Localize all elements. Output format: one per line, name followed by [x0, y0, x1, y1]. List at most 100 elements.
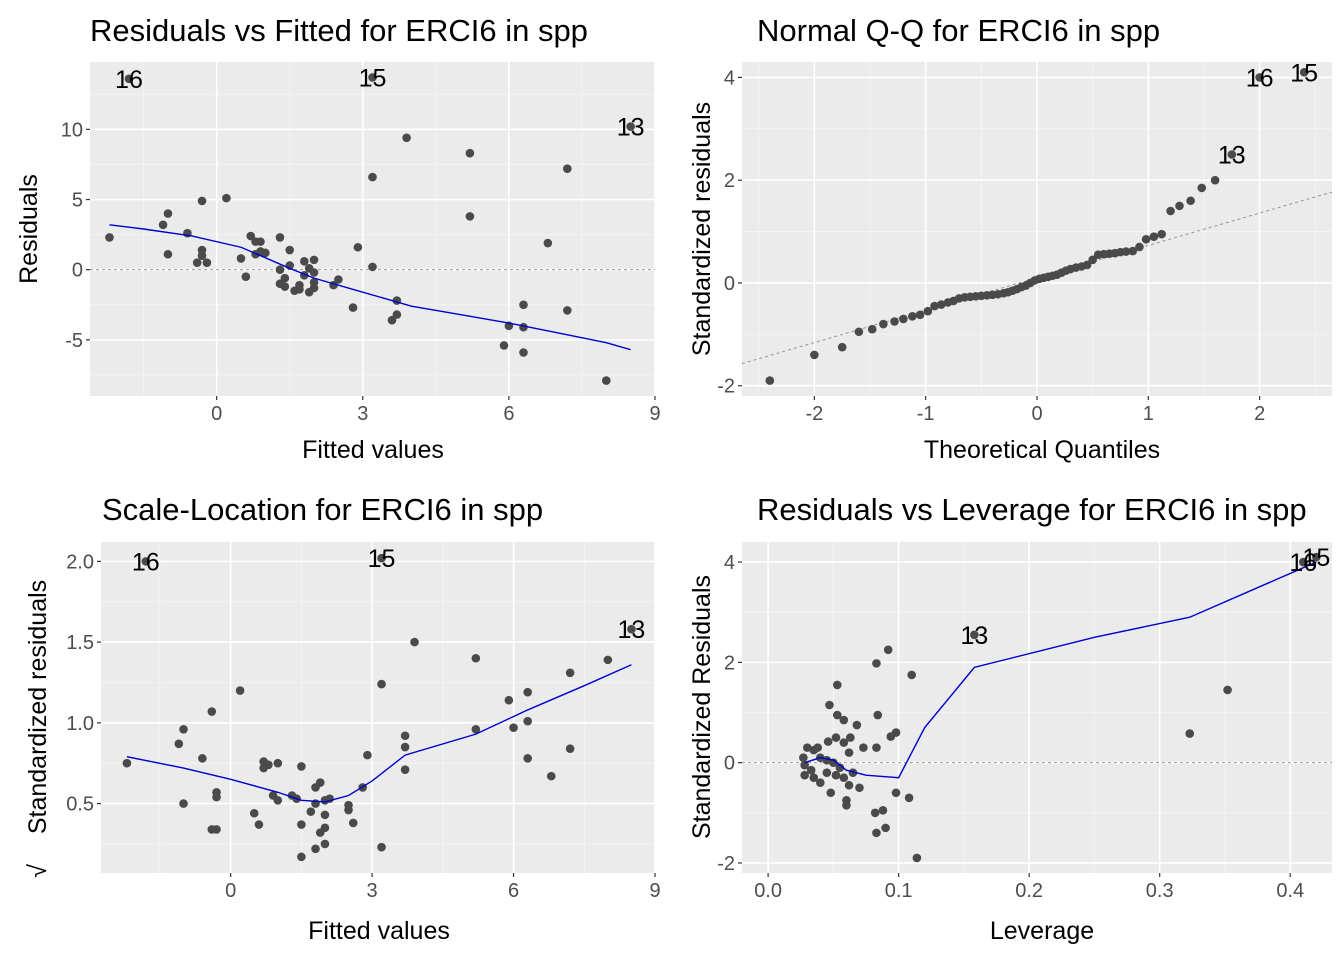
x-tick-label: 0.0 [754, 880, 782, 902]
x-tick-label: 0.3 [1146, 880, 1174, 902]
data-point [348, 818, 358, 828]
data-point [259, 763, 268, 773]
data-point [348, 303, 358, 312]
plot-area: 0 3 6 9 -5 0 5 10 16 15 13 [61, 62, 661, 425]
panel-title: Scale-Location for ERCI6 in spp [102, 492, 543, 527]
data-point [1312, 552, 1321, 562]
data-point [273, 796, 283, 805]
data-point [872, 659, 881, 668]
data-point [519, 300, 528, 310]
data-point [1082, 260, 1092, 270]
data-point [410, 637, 419, 647]
data-point [831, 733, 841, 742]
data-point [400, 742, 410, 752]
data-point [912, 853, 922, 863]
y-tick-label: 2 [724, 652, 735, 674]
panel-normal-qq: Normal Q-Q for ERCI6 in spp Theoretical … [688, 13, 1333, 464]
panel-background [90, 62, 655, 396]
point-label: 13 [1218, 141, 1246, 169]
data-point [212, 792, 221, 802]
data-point [806, 765, 816, 775]
panel-title: Residuals vs Fitted for ERCI6 in spp [90, 13, 588, 48]
data-point [844, 780, 854, 790]
data-point [275, 265, 285, 274]
y-tick-label: 10 [61, 119, 83, 141]
data-point [844, 748, 854, 757]
data-point [873, 710, 883, 720]
data-point [842, 800, 851, 810]
y-tick-label: -2 [717, 853, 735, 875]
panel-title: Normal Q-Q for ERCI6 in spp [757, 13, 1160, 48]
data-point [1157, 229, 1166, 239]
data-point [872, 743, 881, 752]
data-point [280, 273, 290, 283]
data-point [859, 743, 868, 752]
data-point [626, 122, 635, 131]
data-point [823, 737, 833, 746]
panel-residuals-vs-leverage: Residuals vs Leverage for ERCI6 in spp L… [688, 492, 1332, 945]
data-point [280, 282, 290, 291]
data-point [879, 319, 888, 329]
x-axis-label: Fitted values [308, 917, 450, 945]
y-axis-label: Standardized Residuals [688, 575, 716, 839]
data-point [565, 744, 575, 753]
data-point [915, 310, 925, 320]
y-tick-label: 0 [72, 260, 83, 282]
point-label: 13 [960, 622, 988, 650]
point-label: 16 [132, 548, 160, 576]
data-point [881, 823, 890, 833]
y-tick-label: 0 [724, 753, 735, 775]
data-point [179, 799, 188, 808]
data-point [105, 233, 114, 242]
data-point [1185, 729, 1195, 738]
y-tick-label: 4 [724, 552, 735, 574]
data-point [848, 768, 858, 777]
point-label: 16 [1289, 549, 1317, 577]
data-point [192, 258, 202, 267]
data-point [344, 805, 353, 815]
y-axis-label: Standardized residuals [24, 580, 52, 834]
data-point [387, 315, 397, 325]
data-point [297, 820, 306, 829]
sqrt-symbol: √ [24, 864, 52, 878]
data-point [826, 788, 836, 798]
point-label: 16 [1246, 64, 1274, 92]
data-point [241, 272, 251, 282]
data-point [523, 754, 532, 763]
data-point [471, 724, 481, 734]
x-axis-label: Theoretical Quantiles [924, 436, 1160, 464]
data-point [246, 231, 256, 241]
data-point [300, 256, 309, 266]
x-tick-label: 2 [1254, 403, 1265, 425]
y-tick-label: 1.5 [66, 632, 94, 654]
data-point [297, 852, 306, 862]
data-point [377, 553, 386, 563]
data-point [800, 760, 809, 770]
x-tick-label: 0.2 [1015, 880, 1043, 902]
data-point [377, 842, 386, 852]
data-point [1227, 150, 1237, 159]
y-axis-label: Residuals [15, 174, 43, 284]
data-point [839, 715, 849, 725]
data-point [402, 133, 411, 143]
data-point [261, 248, 270, 258]
data-point [523, 716, 532, 726]
data-point [499, 341, 509, 350]
data-point [832, 680, 842, 690]
data-point [1166, 206, 1175, 216]
data-point [825, 700, 834, 710]
data-point [1175, 201, 1184, 211]
data-point [890, 317, 899, 326]
y-tick-label: -2 [717, 376, 735, 398]
data-point [923, 306, 933, 316]
data-point [1128, 246, 1138, 256]
data-point [519, 348, 528, 357]
data-point [1149, 232, 1159, 242]
data-point [829, 758, 838, 767]
data-point [158, 220, 168, 230]
data-point [831, 770, 841, 780]
x-axis-label: Leverage [990, 917, 1094, 945]
data-point [249, 808, 259, 818]
y-tick-label: 1.0 [66, 713, 94, 735]
